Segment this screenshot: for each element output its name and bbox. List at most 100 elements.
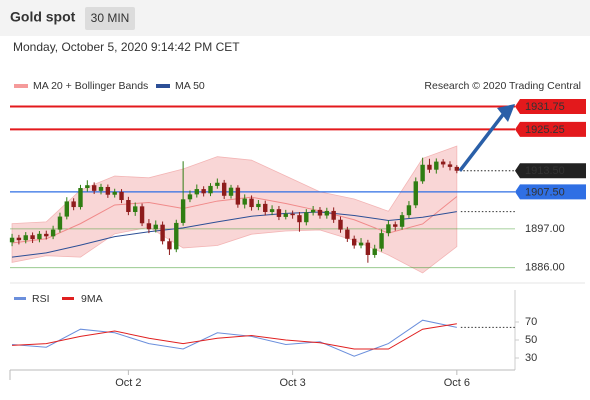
candle-body [126,200,131,212]
x-tick-label: Oct 2 [115,377,141,389]
candle-body [310,209,316,213]
candle-body [221,182,227,196]
candle-body [78,188,83,208]
candle-body [358,242,364,246]
price-level-label: 1913.50 [525,165,565,177]
candle-body [71,201,76,208]
forecast-arrow [458,110,507,172]
x-tick-label: Oct 3 [279,377,305,389]
candle-body [413,181,418,206]
legend-swatch [156,84,170,88]
x-tick-label: Oct 6 [444,377,470,389]
rsi-line [12,319,457,357]
candle-body [263,203,268,212]
candle-body [290,213,295,216]
candle-body [194,189,200,195]
candle-body [365,242,371,255]
candle-body [256,203,261,208]
y-tick-label: 50 [525,334,537,346]
candle-body [447,164,453,167]
candle-body [215,182,220,186]
candle-body [167,241,172,250]
candle-body [64,201,69,217]
legend-label: MA 20 + Bollinger Bands [33,80,148,92]
price-level-box [515,121,586,137]
candle-body [454,166,460,171]
candle-body [139,206,145,224]
candle-body [187,194,193,200]
candle-body [235,187,241,205]
candle-body [276,209,282,217]
candle-body [386,224,391,234]
candle-body [317,209,323,216]
price-level-label: 1897.00 [525,223,565,235]
source-note: Research © 2020 Trading Central [424,80,581,92]
candle-body [324,210,330,216]
price-level-label: 1886.00 [525,262,565,274]
candle-body [440,161,446,165]
interval-label[interactable]: 30 MIN [91,11,130,25]
candle-body [50,229,56,237]
interval-button[interactable] [85,7,135,30]
candle-body [304,212,309,223]
y-tick-label: 30 [525,352,537,364]
candle-body [208,185,213,194]
instrument-title: Gold spot [10,9,76,25]
forecast-arrowhead [497,104,515,122]
candle-body [160,224,165,242]
candle-body [37,233,42,240]
price-level-box [515,98,586,114]
price-level-label: 1925.25 [525,124,565,136]
candle-body [98,186,104,191]
candle-body [249,198,254,208]
candle-body [297,215,302,223]
legend-swatch [14,84,28,88]
candle-body [133,206,138,212]
moving-average [11,211,457,258]
candle-body [331,210,336,220]
candle-body [393,224,398,227]
candle-body [345,229,350,239]
candle-body [112,191,117,195]
candle-body [201,189,206,194]
price-level-label: 1931.75 [525,101,565,113]
candle-body [427,164,432,170]
candle-body [9,237,15,243]
candle-body [406,205,412,216]
candle-body [57,216,63,230]
legend-label: RSI [32,293,50,305]
price-level-box [515,163,586,179]
candle-body [338,219,343,230]
y-tick-label: 70 [525,316,537,328]
candle-body [283,213,288,217]
candle-body [30,235,35,240]
candle-body [372,248,377,255]
bollinger-band [11,145,458,274]
candle-body [146,223,152,230]
candle-body [44,233,49,237]
candle-body [85,185,90,189]
candle-body [269,209,275,212]
candle-body [16,237,22,241]
candle-body [153,224,158,230]
price-level-label: 1907.50 [525,186,565,198]
legend-swatch [62,297,74,300]
price-level-box [515,184,586,200]
candle-body [105,186,111,195]
candle-body [91,185,97,191]
candle-body [434,161,439,170]
moving-average [11,196,458,244]
candle-body [180,199,186,223]
legend-label: 9MA [81,293,103,305]
legend-swatch [14,297,26,300]
candle-body [379,233,384,249]
timestamp: Monday, October 5, 2020 9:14:42 PM CET [13,40,240,54]
legend-label: MA 50 [175,80,205,92]
candle-body [351,238,357,246]
rsi-line [12,323,457,350]
candle-body [174,222,179,250]
candle-body [242,198,247,205]
candle-body [420,164,425,182]
candle-body [228,187,234,196]
